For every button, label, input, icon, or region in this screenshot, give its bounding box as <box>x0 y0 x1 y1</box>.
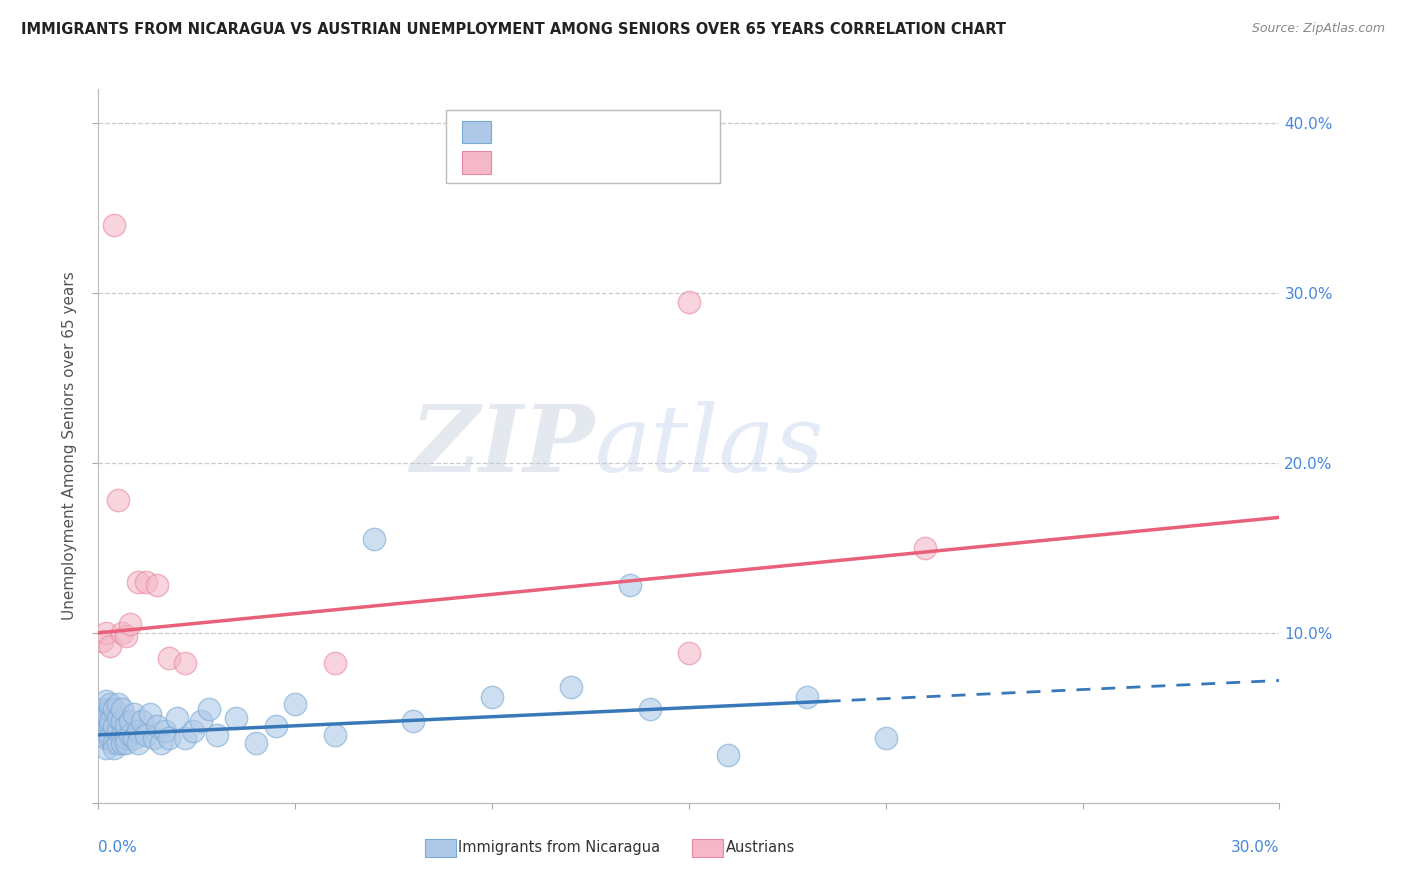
Point <box>174 657 197 671</box>
Point <box>197 702 219 716</box>
Point <box>98 698 121 712</box>
Point <box>796 690 818 705</box>
Point <box>181 724 204 739</box>
Point <box>245 736 267 750</box>
Y-axis label: Unemployment Among Seniors over 65 years: Unemployment Among Seniors over 65 years <box>62 272 77 620</box>
Point <box>323 728 346 742</box>
Text: R =: R = <box>496 155 531 169</box>
Point <box>135 574 157 589</box>
Point <box>107 493 129 508</box>
Point <box>115 629 138 643</box>
Point <box>264 719 287 733</box>
Point <box>678 294 700 309</box>
Point <box>115 736 138 750</box>
Point <box>103 741 125 756</box>
Point <box>875 731 897 746</box>
Point <box>107 724 129 739</box>
Point <box>142 731 165 746</box>
Point <box>96 707 118 722</box>
Point <box>138 707 160 722</box>
Point <box>323 657 346 671</box>
Point <box>284 698 307 712</box>
Point <box>111 714 134 729</box>
Point <box>914 541 936 555</box>
Point <box>146 719 169 733</box>
Point <box>190 714 212 729</box>
Point <box>111 702 134 716</box>
Point <box>107 736 129 750</box>
Point <box>150 736 173 750</box>
Point <box>96 741 118 756</box>
Point <box>98 714 121 729</box>
Point <box>127 724 149 739</box>
Point <box>107 698 129 712</box>
Point <box>638 702 661 716</box>
Text: 17: 17 <box>634 155 657 169</box>
Point <box>98 731 121 746</box>
Text: 0.0%: 0.0% <box>98 840 138 855</box>
Point <box>103 218 125 232</box>
Point <box>107 711 129 725</box>
Point <box>678 646 700 660</box>
Point <box>103 736 125 750</box>
Point <box>155 724 177 739</box>
Point <box>174 731 197 746</box>
Point <box>111 728 134 742</box>
Point <box>135 728 157 742</box>
Point <box>717 748 740 763</box>
Point <box>91 634 114 648</box>
Text: IMMIGRANTS FROM NICARAGUA VS AUSTRIAN UNEMPLOYMENT AMONG SENIORS OVER 65 YEARS C: IMMIGRANTS FROM NICARAGUA VS AUSTRIAN UN… <box>21 22 1007 37</box>
Point <box>146 578 169 592</box>
Point <box>481 690 503 705</box>
Point <box>166 711 188 725</box>
Point <box>98 702 121 716</box>
Point <box>118 617 141 632</box>
Point <box>127 574 149 589</box>
Point <box>91 714 114 729</box>
Point <box>96 626 118 640</box>
Point <box>118 728 141 742</box>
Point <box>560 680 582 694</box>
Text: N =: N = <box>586 125 638 140</box>
Point <box>619 578 641 592</box>
Point <box>96 731 118 746</box>
Text: Source: ZipAtlas.com: Source: ZipAtlas.com <box>1251 22 1385 36</box>
Text: N =: N = <box>586 155 638 169</box>
Text: 30.0%: 30.0% <box>1232 840 1279 855</box>
Point <box>118 714 141 729</box>
Point <box>157 651 180 665</box>
Text: 0.142: 0.142 <box>538 155 589 169</box>
Point <box>122 731 145 746</box>
Text: R =: R = <box>496 125 531 140</box>
Point <box>98 719 121 733</box>
Text: Immigrants from Nicaragua: Immigrants from Nicaragua <box>458 840 661 855</box>
Text: 0.100: 0.100 <box>538 125 589 140</box>
Point <box>115 731 138 746</box>
Point <box>402 714 425 729</box>
Point <box>98 640 121 654</box>
Point <box>363 533 385 547</box>
Point <box>225 711 247 725</box>
Text: atlas: atlas <box>595 401 824 491</box>
Point <box>115 719 138 733</box>
Point <box>122 707 145 722</box>
Point <box>96 724 118 739</box>
Point <box>131 714 153 729</box>
Text: 62: 62 <box>634 125 657 140</box>
Point <box>103 702 125 716</box>
Point <box>103 719 125 733</box>
Point <box>127 736 149 750</box>
Point <box>111 626 134 640</box>
Point <box>205 728 228 742</box>
Point <box>111 736 134 750</box>
Text: Austrians: Austrians <box>725 840 794 855</box>
Point <box>91 702 114 716</box>
Point <box>157 731 180 746</box>
Point <box>96 694 118 708</box>
Text: ZIP: ZIP <box>411 401 595 491</box>
Point <box>91 728 114 742</box>
